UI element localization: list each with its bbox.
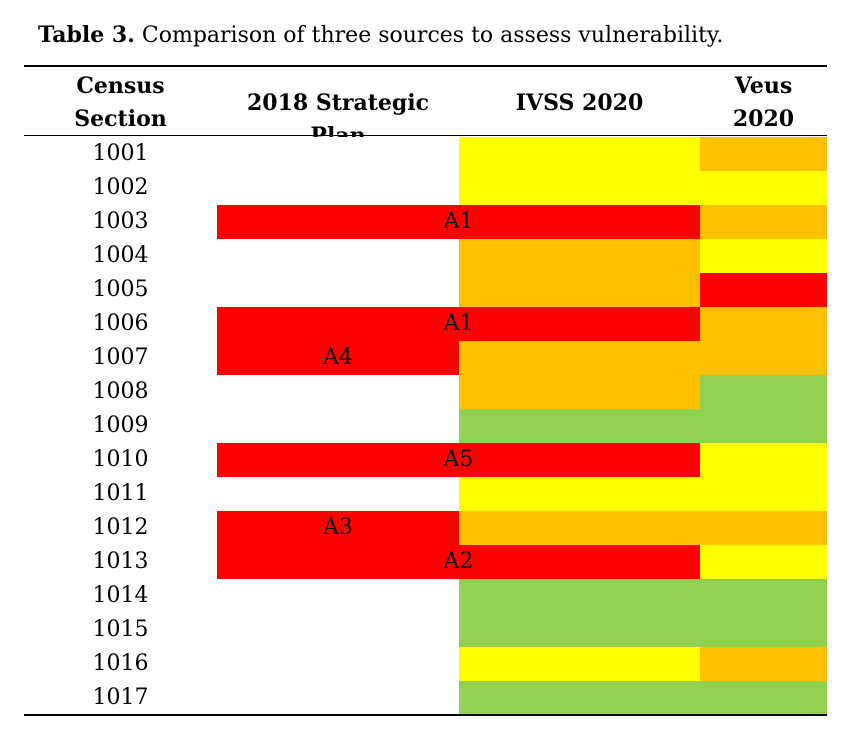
ivss-cell (459, 273, 700, 307)
strategic-plan-code: A1 (443, 209, 474, 234)
table-header-rule (24, 135, 827, 136)
header-census-section: Census Section (24, 70, 217, 136)
table-row: 1003 A1 (24, 205, 827, 239)
veus-cell (700, 307, 827, 341)
census-section-cell: 1007 (92, 345, 149, 370)
strategic-plan-cell: A3 (217, 511, 459, 545)
strategic-plan-cell (217, 375, 459, 409)
veus-cell (700, 205, 827, 239)
veus-cell (700, 137, 827, 171)
census-section-cell: 1009 (92, 413, 149, 438)
table-row: 1005 (24, 273, 827, 307)
census-section-cell: 1006 (92, 311, 149, 336)
table-row: 1006 A1 (24, 307, 827, 341)
ivss-cell (459, 681, 827, 715)
veus-cell (700, 375, 827, 409)
strategic-plan-code: A3 (323, 515, 353, 540)
ivss-cell (459, 409, 827, 443)
census-section-cell: 1012 (92, 515, 149, 540)
ivss-cell (459, 171, 827, 205)
census-section-cell: 1002 (92, 175, 149, 200)
ivss-cell (459, 647, 700, 681)
table-row: 1008 (24, 375, 827, 409)
table-row: 1007 A4 (24, 341, 827, 375)
strategic-plan-code: A1 (443, 311, 474, 336)
strategic-plan-cell: A2 (217, 545, 700, 579)
table-bottom-rule (24, 714, 827, 716)
strategic-plan-cell (217, 137, 459, 171)
ivss-cell (459, 137, 700, 171)
table-caption-label: Table 3. (38, 22, 135, 48)
veus-cell (700, 647, 827, 681)
header-veus: Veus 2020 (700, 70, 827, 136)
strategic-plan-cell (217, 647, 459, 681)
strategic-plan-cell (217, 409, 459, 443)
table-row: 1011 (24, 477, 827, 511)
census-section-cell: 1005 (92, 277, 149, 302)
strategic-plan-cell: A5 (217, 443, 700, 477)
strategic-plan-cell (217, 171, 459, 205)
veus-cell (700, 273, 827, 307)
header-veus-line1: Veus (734, 73, 793, 99)
census-section-cell: 1013 (92, 549, 149, 574)
census-section-cell: 1016 (92, 651, 149, 676)
table-caption: Table 3. Comparison of three sources to … (38, 22, 723, 48)
ivss-cell (459, 511, 827, 545)
table-row: 1016 (24, 647, 827, 681)
strategic-plan-cell (217, 239, 459, 273)
strategic-plan-cell: A4 (217, 341, 459, 375)
census-section-cell: 1008 (92, 379, 149, 404)
ivss-cell (459, 613, 827, 647)
ivss-cell (459, 239, 700, 273)
table-row: 1015 (24, 613, 827, 647)
census-section-cell: 1015 (92, 617, 149, 642)
table-top-rule (24, 65, 827, 67)
table-row: 1012 A3 (24, 511, 827, 545)
header-strategic-plan: 2018 Strategic Plan (246, 90, 430, 149)
strategic-plan-cell (217, 477, 459, 511)
census-section-cell: 1017 (92, 685, 149, 710)
strategic-plan-cell (217, 273, 459, 307)
header-veus-line2: 2020 (732, 106, 795, 132)
strategic-plan-cell: A1 (217, 307, 700, 341)
table-row: 1009 (24, 409, 827, 443)
census-section-cell: 1014 (92, 583, 149, 608)
header-census-line1: Census (76, 73, 165, 99)
veus-cell (700, 239, 827, 273)
ivss-cell (459, 341, 827, 375)
strategic-plan-cell (217, 613, 459, 647)
ivss-cell (459, 477, 827, 511)
strategic-plan-cell: A1 (217, 205, 700, 239)
table-row: 1010 A5 (24, 443, 827, 477)
header-ivss: IVSS 2020 (515, 90, 644, 116)
ivss-cell (459, 375, 700, 409)
table-row: 1004 (24, 239, 827, 273)
strategic-plan-code: A4 (323, 345, 353, 370)
ivss-cell (459, 579, 827, 613)
strategic-plan-code: A5 (443, 447, 474, 472)
strategic-plan-cell (217, 681, 459, 715)
table-row: 1017 (24, 681, 827, 715)
table-row: 1002 (24, 171, 827, 205)
table-caption-text: Comparison of three sources to assess vu… (141, 23, 724, 48)
census-section-cell: 1011 (92, 481, 149, 506)
strategic-plan-code: A2 (443, 549, 474, 574)
veus-cell (700, 443, 827, 477)
table-row: 1014 (24, 579, 827, 613)
census-section-cell: 1003 (92, 209, 149, 234)
census-section-cell: 1001 (92, 141, 149, 166)
census-section-cell: 1010 (92, 447, 149, 472)
census-section-cell: 1004 (92, 243, 149, 268)
table-row: 1001 (24, 137, 827, 171)
strategic-plan-cell (217, 579, 459, 613)
table-row: 1013 A2 (24, 545, 827, 579)
header-census-line2: Section (74, 106, 167, 132)
veus-cell (700, 545, 827, 579)
